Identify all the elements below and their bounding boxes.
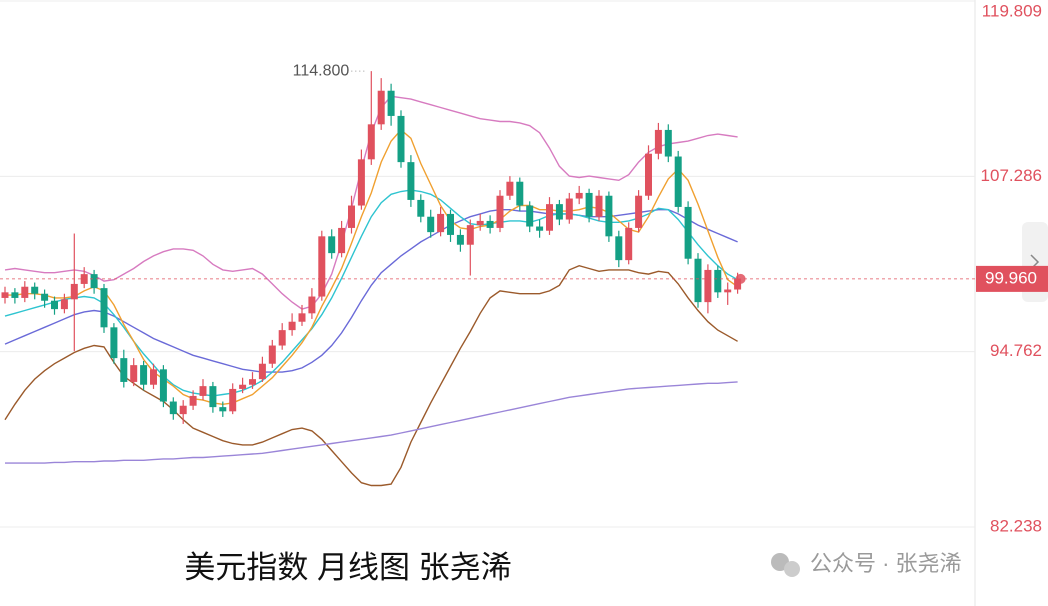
last-price-dot — [735, 273, 746, 284]
y-tick-label: 107.286 — [981, 166, 1042, 185]
candle-body — [605, 195, 613, 237]
candle-body — [169, 401, 177, 415]
y-tick-label: 94.762 — [990, 341, 1042, 360]
candle-body — [189, 395, 197, 406]
candle-body — [278, 330, 286, 346]
candle-body — [318, 236, 326, 297]
candle-body — [387, 90, 395, 116]
candle-body — [496, 195, 504, 228]
candle-body — [209, 386, 217, 408]
candle-body — [615, 236, 623, 261]
candle-body — [60, 299, 68, 310]
y-tick-label: 119.809 — [982, 1, 1042, 20]
candle-body — [447, 213, 454, 235]
candle-body — [367, 124, 375, 160]
candle-body — [575, 192, 583, 199]
candle-body — [565, 198, 573, 220]
candle-body — [486, 220, 494, 228]
y-tick-label: 82.238 — [990, 516, 1042, 535]
candle-body — [268, 345, 276, 364]
candle-body — [635, 195, 643, 228]
candle-body — [734, 278, 742, 290]
candle-body — [595, 195, 603, 217]
candle-body — [546, 204, 553, 231]
candle-body — [110, 327, 118, 359]
indicator-line — [4, 209, 738, 373]
candle-body — [506, 181, 514, 196]
candle-body — [427, 216, 435, 233]
candle-body — [249, 379, 256, 385]
candle-body — [704, 269, 712, 303]
current-price-label: 99.960 — [985, 268, 1037, 287]
candle-body — [239, 384, 247, 389]
candle-body — [684, 206, 692, 259]
candle-body — [437, 213, 445, 233]
candle-body — [298, 313, 306, 322]
candle-body — [90, 274, 98, 289]
candle-body — [159, 369, 167, 402]
candle-body — [348, 205, 355, 228]
candle-body — [120, 358, 128, 382]
candle-body — [417, 199, 425, 217]
candle-body — [694, 258, 702, 303]
candle-body — [258, 363, 266, 380]
candle-body — [308, 296, 316, 314]
candle-body — [516, 181, 524, 206]
candle-body — [130, 365, 138, 382]
candle-body — [21, 286, 29, 298]
watermark: 公众号 · 张尧浠 — [771, 551, 962, 577]
candle-body — [526, 205, 534, 227]
candle-body — [664, 129, 672, 157]
plot-area: 114.800 — [0, 0, 975, 528]
annotation-label: 114.800 — [293, 62, 350, 79]
indicator-line — [5, 381, 738, 464]
watermark-text: 公众号 · 张尧浠 — [810, 551, 962, 576]
candle-body — [536, 226, 544, 231]
candle-body — [407, 162, 415, 200]
candle-body — [229, 388, 237, 412]
candle-body — [51, 300, 58, 310]
candle-body — [288, 321, 296, 331]
current-price-tag — [976, 265, 1048, 292]
candle-body — [585, 192, 593, 217]
candle-body — [674, 156, 682, 207]
chart-title: 美元指数 月线图 张尧浠 — [184, 550, 511, 585]
candle-body — [466, 225, 474, 245]
candle-body — [338, 227, 346, 254]
candle-body — [456, 234, 464, 245]
candle-body — [645, 153, 652, 196]
candle-body — [377, 90, 385, 125]
candle-body — [397, 115, 405, 163]
candle-body — [328, 236, 336, 254]
candle-body — [724, 289, 732, 293]
candle-body — [1, 292, 9, 298]
candle-body — [100, 288, 108, 328]
candle-body — [199, 386, 207, 396]
candle-body — [150, 369, 157, 385]
candle-body — [476, 220, 484, 226]
candle-body — [219, 407, 227, 412]
indicator-line — [5, 128, 739, 406]
candle-body — [179, 405, 187, 415]
candle-body — [41, 293, 49, 301]
watermark-icon — [784, 561, 800, 577]
candle-body — [70, 283, 78, 300]
candle-body — [357, 159, 365, 206]
candle-body — [555, 204, 563, 220]
indicator-line — [4, 189, 738, 397]
candle-body — [11, 292, 19, 298]
candle-body — [140, 365, 148, 385]
candle-body — [654, 129, 662, 154]
candle-body — [625, 227, 633, 261]
candle-body — [714, 269, 722, 293]
candle-body — [31, 286, 39, 294]
